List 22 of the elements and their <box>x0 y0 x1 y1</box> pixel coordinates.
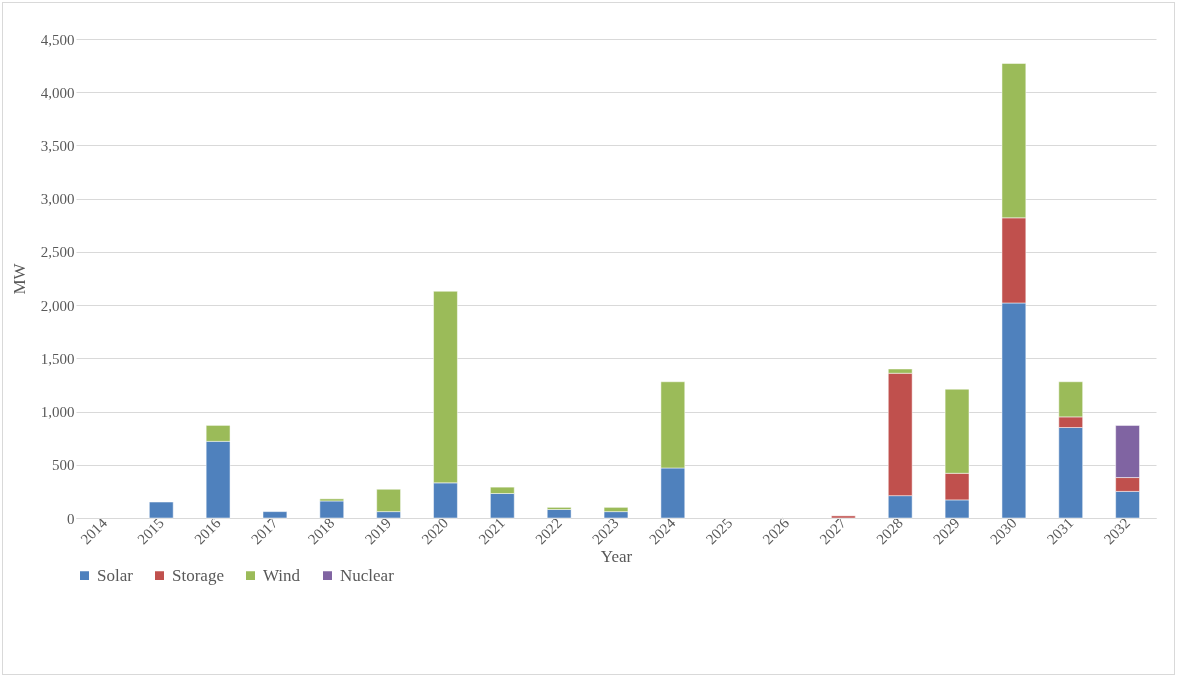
legend-label: Nuclear <box>340 565 395 585</box>
y-tick-label: 3,000 <box>40 191 75 208</box>
y-axis-title: MW <box>9 262 29 295</box>
y-tick-label: 2,500 <box>40 244 75 261</box>
bar <box>319 500 344 519</box>
y-tick-label: 4,000 <box>40 84 75 101</box>
bar <box>546 509 572 519</box>
x-axis-title: Year <box>600 547 633 567</box>
legend-label: Solar <box>97 565 134 585</box>
bar <box>603 511 629 519</box>
bar <box>831 515 856 519</box>
y-tick-label: 2,000 <box>40 297 75 314</box>
y-tick-label: 3,500 <box>40 137 75 154</box>
y-tick-label: 1,500 <box>40 350 75 367</box>
y-tick-label: 0 <box>67 510 75 527</box>
bar <box>149 501 174 519</box>
y-tick-label: 4,500 <box>40 31 75 48</box>
y-tick-label: 1,000 <box>40 404 75 421</box>
y-tick-label: 500 <box>52 457 75 474</box>
legend-label: Wind <box>263 565 301 585</box>
legend-label: Storage <box>172 565 224 585</box>
bar <box>262 511 288 519</box>
